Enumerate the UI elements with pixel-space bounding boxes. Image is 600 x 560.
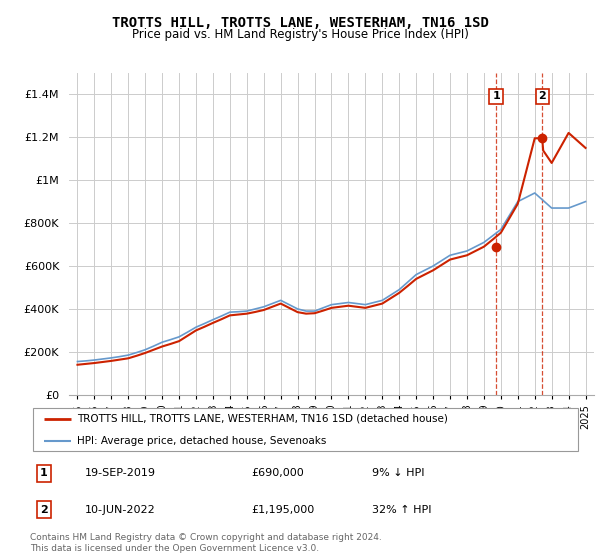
Text: 2: 2 [538,91,546,101]
Text: 10-JUN-2022: 10-JUN-2022 [85,505,156,515]
FancyBboxPatch shape [33,408,578,451]
Text: £1,195,000: £1,195,000 [251,505,314,515]
Text: TROTTS HILL, TROTTS LANE, WESTERHAM, TN16 1SD: TROTTS HILL, TROTTS LANE, WESTERHAM, TN1… [112,16,488,30]
Text: TROTTS HILL, TROTTS LANE, WESTERHAM, TN16 1SD (detached house): TROTTS HILL, TROTTS LANE, WESTERHAM, TN1… [77,414,448,424]
Text: 1: 1 [492,91,500,101]
Text: HPI: Average price, detached house, Sevenoaks: HPI: Average price, detached house, Seve… [77,436,326,446]
Text: 9% ↓ HPI: 9% ↓ HPI [372,468,425,478]
Text: 32% ↑ HPI: 32% ↑ HPI [372,505,432,515]
Text: 2: 2 [40,505,47,515]
Text: Contains HM Land Registry data © Crown copyright and database right 2024.
This d: Contains HM Land Registry data © Crown c… [30,533,382,553]
Text: 19-SEP-2019: 19-SEP-2019 [85,468,156,478]
Text: Price paid vs. HM Land Registry's House Price Index (HPI): Price paid vs. HM Land Registry's House … [131,28,469,41]
Text: 1: 1 [40,468,47,478]
Text: £690,000: £690,000 [251,468,304,478]
